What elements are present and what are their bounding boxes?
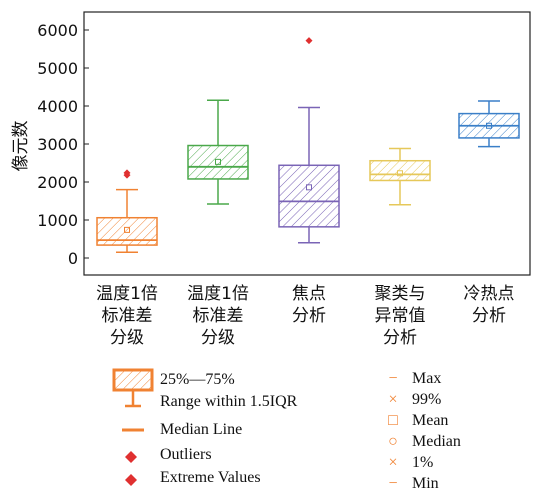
mean-marker — [486, 122, 492, 129]
legend-range-label: Range within 1.5IQR — [160, 393, 298, 410]
x-category-label: 分析 — [383, 328, 417, 348]
y-tick-label: 3000 — [37, 135, 78, 154]
x-category-label: 分级 — [201, 328, 235, 348]
legend-stat-symbol: ○ — [388, 433, 398, 450]
x-category-label: 温度1倍 — [96, 284, 158, 304]
x-category-label: 焦点 — [292, 284, 326, 304]
box-1 — [96, 169, 158, 254]
legend-extreme-label: Extreme Values — [160, 469, 261, 486]
box-5 — [458, 100, 520, 148]
legend-stat-symbol: × — [388, 454, 398, 471]
x-category-label: 标准差 — [193, 306, 244, 326]
legend-box-symbol — [112, 368, 154, 408]
legend-stat-label: Mean — [412, 412, 449, 429]
y-axis-label: 像元数 — [11, 121, 31, 172]
legend-median-label: Median Line — [160, 421, 243, 438]
legend-stat-label: Median — [412, 433, 461, 450]
legend-box-label: 25%—75% — [160, 371, 235, 388]
legend-stat-label: Min — [412, 475, 439, 492]
legend-extreme-symbol — [125, 474, 137, 486]
box-4 — [369, 147, 431, 206]
y-tick-label: 6000 — [37, 21, 78, 40]
y-tick-label: 4000 — [37, 97, 78, 116]
x-category-label: 标准差 — [102, 306, 153, 326]
legend-stat-symbol: □ — [388, 412, 398, 429]
y-tick-label: 1000 — [37, 211, 78, 230]
outlier-point — [305, 37, 313, 45]
mean-marker — [124, 226, 130, 233]
iqr-box — [278, 164, 340, 228]
legend-stat-label: 1% — [412, 454, 434, 471]
box-2 — [187, 99, 249, 205]
mean-marker — [306, 184, 312, 191]
legend-stat-symbol: − — [388, 475, 398, 492]
x-category-label: 分级 — [110, 328, 144, 348]
legend-stat-label: 99% — [412, 391, 442, 408]
y-tick-label: 2000 — [37, 173, 78, 192]
y-tick-label: 5000 — [37, 59, 78, 78]
x-category-label: 温度1倍 — [187, 284, 249, 304]
x-category-label: 分析 — [472, 306, 506, 326]
legend-median-line-symbol — [122, 428, 144, 432]
x-category-label: 异常值 — [375, 306, 426, 326]
legend-outlier-symbol — [125, 451, 137, 463]
legend-stat-label: Max — [412, 370, 442, 387]
mean-marker — [397, 170, 403, 177]
legend-stat-symbol: − — [388, 370, 398, 387]
mean-marker — [215, 158, 221, 165]
x-category-label: 聚类与 — [375, 284, 426, 304]
iqr-box — [187, 144, 249, 180]
legend-stat-symbol: × — [388, 391, 398, 408]
x-category-label: 冷热点 — [464, 284, 515, 304]
box-3 — [278, 37, 340, 244]
outlier-point — [123, 169, 131, 177]
x-category-label: 分析 — [292, 306, 326, 326]
y-tick-label: 0 — [68, 249, 78, 268]
legend-outliers-label: Outliers — [160, 446, 212, 463]
